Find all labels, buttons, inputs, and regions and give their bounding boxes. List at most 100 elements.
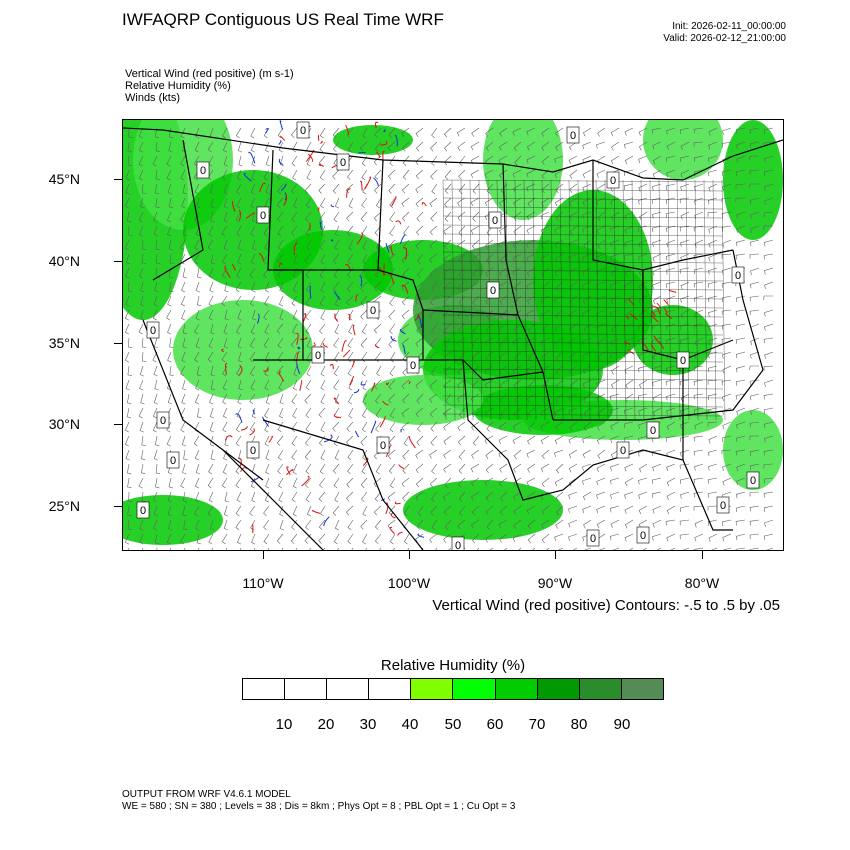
wind-barb <box>182 463 187 475</box>
wind-barb <box>374 491 382 502</box>
lon-label-80w: 80°W <box>684 575 720 591</box>
wind-barb <box>582 253 592 262</box>
wind-barb <box>249 505 256 517</box>
wind-barb <box>195 225 201 237</box>
wind-barb <box>555 127 564 137</box>
wind-barb <box>597 449 606 459</box>
wind-barb <box>596 267 606 276</box>
wind-barb <box>541 379 550 390</box>
wind-barb <box>319 141 326 153</box>
wind-barb <box>415 477 424 488</box>
wind-barb <box>125 169 131 181</box>
wind-barb <box>401 407 410 417</box>
wind-barb <box>320 225 326 237</box>
wind-barb <box>141 183 147 194</box>
wind-barb <box>291 491 298 503</box>
wind-barb <box>251 533 256 545</box>
wind-barb <box>763 337 774 344</box>
wind-barb <box>666 463 676 472</box>
wind-barb <box>485 505 494 516</box>
vertical-wind-contour <box>344 264 351 271</box>
wind-barb <box>236 407 242 419</box>
county-line <box>451 179 456 421</box>
wind-barb <box>318 533 326 544</box>
wind-barb <box>139 225 144 237</box>
wind-barb <box>182 379 187 391</box>
contour-label-box <box>376 436 390 454</box>
vertical-wind-contour <box>385 243 390 253</box>
wind-barb <box>721 295 732 303</box>
wind-barb <box>652 211 662 219</box>
wind-barb <box>666 477 676 487</box>
wind-barb <box>750 351 760 359</box>
wind-barb <box>764 309 774 317</box>
wind-barb <box>555 141 564 151</box>
wind-barb <box>443 281 452 292</box>
wind-barb <box>346 477 354 488</box>
wind-barb <box>665 155 676 163</box>
wind-barb <box>541 533 550 544</box>
wind-barb <box>582 197 592 206</box>
wind-barb <box>402 491 410 502</box>
wind-barb <box>443 449 452 459</box>
vertical-wind-contour <box>663 308 668 314</box>
wind-barb <box>485 253 494 264</box>
wind-barb <box>638 435 648 443</box>
vertical-wind-contour <box>258 252 265 262</box>
wind-barb <box>209 407 215 419</box>
wind-barb <box>236 365 242 377</box>
wind-barb <box>526 281 536 290</box>
wind-barb <box>680 421 690 429</box>
wind-barb <box>693 477 704 484</box>
wind-barb <box>596 435 606 445</box>
wind-barb <box>140 463 146 475</box>
wind-barb <box>749 365 759 371</box>
wind-barb <box>168 477 173 489</box>
wind-barb <box>569 225 578 236</box>
wind-barb <box>472 365 480 376</box>
wind-barb <box>401 197 410 207</box>
wind-barb <box>750 337 760 346</box>
wind-barb <box>498 435 508 445</box>
wind-barb <box>236 491 242 503</box>
wind-barb <box>209 281 214 293</box>
wind-barb <box>196 407 202 419</box>
wind-barb <box>182 491 188 503</box>
wind-barb <box>237 337 242 349</box>
wind-barb <box>389 365 396 377</box>
wind-barb <box>499 477 508 487</box>
wind-barb <box>222 253 228 265</box>
vertical-wind-contour <box>360 381 366 386</box>
wind-barb <box>514 351 522 362</box>
wind-barb <box>512 421 522 431</box>
wind-barb <box>708 225 718 234</box>
wind-barb <box>360 519 368 530</box>
wind-barb <box>526 183 536 192</box>
vertical-wind-contour <box>342 349 351 358</box>
wind-barb <box>624 533 634 542</box>
vertical-wind-contour <box>643 343 649 351</box>
wind-barb <box>638 295 648 304</box>
wind-barb <box>749 169 760 175</box>
wind-barb <box>181 197 186 209</box>
wind-barb <box>180 533 186 545</box>
wind-barb <box>486 519 494 530</box>
wind-barb <box>332 463 340 474</box>
wind-barb <box>749 183 759 189</box>
wind-barb <box>291 393 298 405</box>
wind-barb <box>652 519 662 528</box>
wind-barb <box>360 477 368 488</box>
wind-barb <box>471 407 480 417</box>
vertical-wind-contour <box>386 445 392 458</box>
wind-barb <box>279 309 284 321</box>
wind-barb <box>194 239 200 251</box>
wind-barb <box>623 435 634 443</box>
wind-barb <box>387 449 396 460</box>
vertical-wind-contour <box>371 382 376 392</box>
vertical-wind-contour <box>370 420 377 434</box>
wind-barb <box>763 239 774 247</box>
vertical-wind-contour <box>322 342 328 348</box>
vertical-wind-contour <box>301 475 310 487</box>
vertical-wind-contour <box>278 262 283 268</box>
wind-barb <box>624 491 634 499</box>
